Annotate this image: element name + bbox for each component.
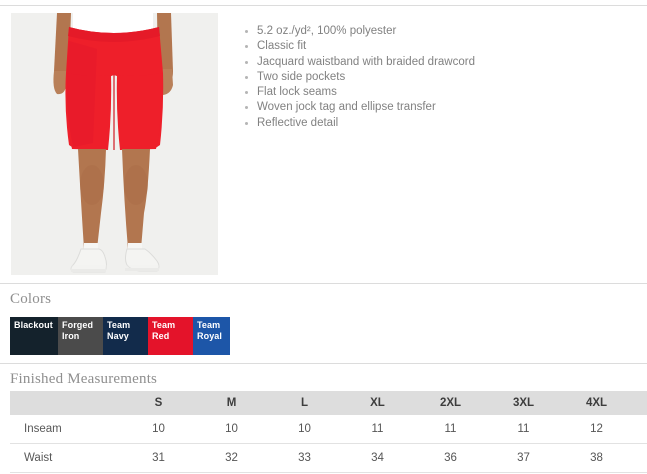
cell-inseam-xl: 11 (371, 423, 384, 435)
list-item: Woven jock tag and ellipse transfer (243, 100, 633, 115)
list-item: 5.2 oz./yd², 100% polyester (243, 24, 633, 39)
list-item: Reflective detail (243, 116, 633, 131)
cell-waist-l: 33 (298, 452, 311, 464)
cell-inseam-tail (633, 415, 647, 444)
bullet-icon (245, 30, 248, 33)
column-header-s: S (122, 391, 195, 415)
measurements-section: Finished Measurements S M L XL 2XL 3XL 4… (0, 363, 647, 473)
product-photo-illustration (11, 13, 218, 275)
bullet-icon (245, 106, 248, 110)
column-header-2xl: 2XL (414, 391, 487, 415)
measurements-divider (0, 363, 647, 364)
color-swatch-forged-iron[interactable]: Forged Iron (58, 317, 103, 355)
list-item: Two side pockets (243, 70, 633, 85)
column-header-4xl: 4XL (560, 391, 633, 415)
colors-heading: Colors (10, 291, 52, 307)
list-item: Flat lock seams (243, 85, 633, 100)
table-row: Waist 31 32 33 34 36 37 38 (10, 444, 647, 473)
product-features-list: 5.2 oz./yd², 100% polyester Classic fit … (243, 24, 633, 131)
feature-text: Flat lock seams (257, 86, 337, 99)
cell-inseam-3xl: 11 (517, 423, 530, 435)
column-header-measure (10, 391, 122, 415)
cell-waist-s: 31 (152, 452, 165, 464)
feature-text: Reflective detail (257, 116, 339, 129)
feature-text: 5.2 oz./yd², 100% polyester (257, 25, 397, 37)
feature-text: Two side pockets (257, 70, 346, 83)
table-row: Inseam 10 10 10 11 11 11 12 (10, 415, 647, 444)
cell-inseam-2xl: 11 (444, 423, 457, 435)
cell-waist-tail (633, 444, 647, 473)
feature-text: Classic fit (257, 40, 307, 53)
color-swatch-label: Blackout (14, 320, 53, 330)
bullet-icon (245, 75, 248, 79)
table-header-row: S M L XL 2XL 3XL 4XL (10, 391, 647, 415)
cell-waist-3xl: 37 (517, 452, 530, 464)
feature-text: Jacquard waistband with braided drawcord (257, 55, 475, 68)
measurements-table: S M L XL 2XL 3XL 4XL Inseam 10 10 10 11 (10, 391, 647, 473)
feature-text: Woven jock tag and ellipse transfer (257, 101, 436, 114)
cell-inseam-s: 10 (152, 423, 165, 435)
colors-divider (0, 283, 647, 284)
bullet-icon (245, 91, 248, 95)
color-swatch-label: Team Red (152, 320, 176, 341)
list-item: Classic fit (243, 39, 633, 54)
cell-inseam-l: 10 (298, 423, 311, 435)
color-swatch-row: Blackout Forged Iron Team Navy Team Red … (10, 317, 230, 355)
color-swatch-blackout[interactable]: Blackout (10, 317, 58, 355)
list-item: Jacquard waistband with braided drawcord (243, 55, 633, 70)
cell-waist-2xl: 36 (444, 452, 457, 464)
color-swatch-team-red[interactable]: Team Red (148, 317, 193, 355)
bullet-icon (245, 60, 248, 64)
cell-waist-4xl: 38 (590, 452, 603, 464)
color-swatch-team-navy[interactable]: Team Navy (103, 317, 148, 355)
cell-inseam-4xl: 12 (590, 423, 603, 435)
measurements-heading: Finished Measurements (10, 371, 158, 387)
color-swatch-label: Forged Iron (62, 320, 94, 341)
top-divider (0, 5, 647, 6)
column-header-3xl: 3XL (487, 391, 560, 415)
product-overview-section: 5.2 oz./yd², 100% polyester Classic fit … (0, 13, 647, 275)
cell-waist-xl: 34 (371, 452, 384, 464)
color-swatch-label: Team Royal (197, 320, 223, 341)
cell-waist-m: 32 (225, 452, 238, 464)
column-header-m: M (195, 391, 268, 415)
color-swatch-label: Team Navy (107, 320, 131, 341)
bullet-icon (245, 121, 248, 125)
column-header-l: L (268, 391, 341, 415)
column-header-xl: XL (341, 391, 414, 415)
cell-inseam-m: 10 (225, 423, 238, 435)
colors-section: Colors Blackout Forged Iron Team Navy Te… (0, 283, 647, 355)
color-swatch-team-royal[interactable]: Team Royal (193, 317, 230, 355)
product-photo[interactable] (11, 13, 218, 275)
row-label-inseam: Inseam (24, 423, 62, 435)
column-header-tail (633, 391, 647, 415)
bullet-icon (245, 45, 248, 49)
row-label-waist: Waist (24, 452, 53, 464)
